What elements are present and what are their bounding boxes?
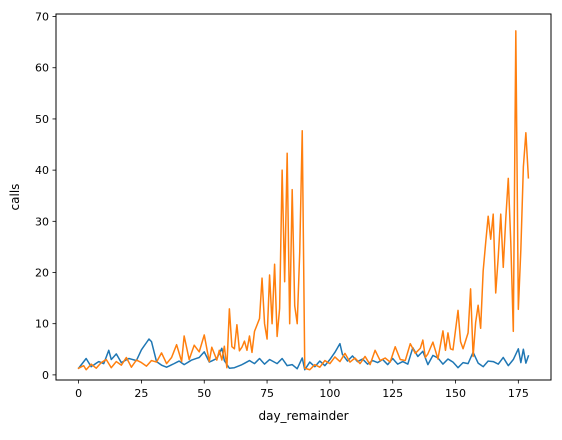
- y-axis-label: calls: [8, 184, 22, 211]
- y-tick-label: 70: [35, 11, 49, 24]
- x-tick-label: 75: [260, 387, 274, 400]
- x-axis-label: day_remainder: [258, 409, 348, 423]
- x-tick-label: 175: [508, 387, 529, 400]
- y-tick-label: 10: [35, 318, 49, 331]
- series-layer: [77, 30, 530, 371]
- y-tick-label: 60: [35, 62, 49, 75]
- x-tick-label: 50: [197, 387, 211, 400]
- y-tick-label: 40: [35, 164, 49, 177]
- series-line-1: [77, 338, 530, 371]
- x-tick-label: 25: [134, 387, 148, 400]
- y-axis-ticks: 0 10 20 30 40 50 60 70: [35, 11, 56, 382]
- x-axis-ticks: 0 25 50 75 100 125 150 175: [75, 380, 529, 400]
- plot-frame: [55, 13, 552, 381]
- y-tick-label: 30: [35, 215, 49, 228]
- y-tick-label: 50: [35, 113, 49, 126]
- y-tick-label: 0: [42, 369, 49, 382]
- x-tick-label: 0: [75, 387, 82, 400]
- x-tick-label: 125: [382, 387, 403, 400]
- x-tick-label: 150: [445, 387, 466, 400]
- x-tick-label: 100: [319, 387, 340, 400]
- y-tick-label: 20: [35, 267, 49, 280]
- series-line-2: [77, 30, 530, 371]
